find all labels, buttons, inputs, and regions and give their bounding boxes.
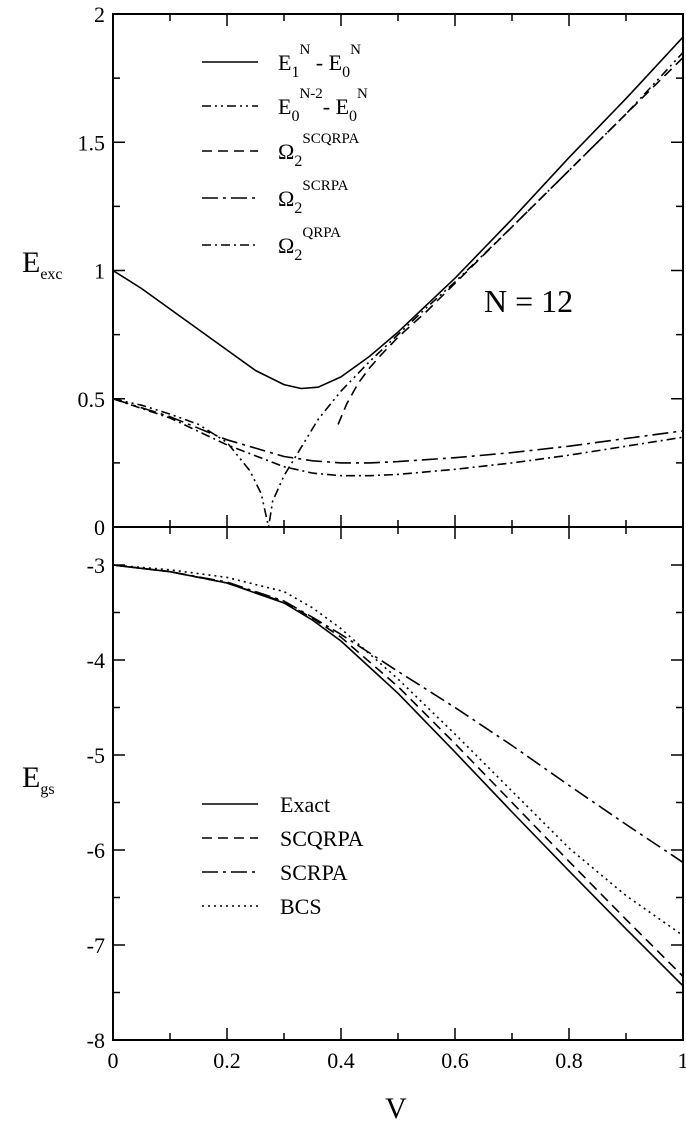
y-tick-label: 2 <box>94 2 105 27</box>
series-omega2_scqrpa <box>337 57 683 425</box>
y-tick-label: 0 <box>94 515 105 540</box>
x-tick-label: 0.2 <box>213 1048 241 1073</box>
y-tick-label: -5 <box>87 743 105 768</box>
legend-label-omega2_qrpa: Ω2QRPA <box>278 225 341 264</box>
series-scrpa <box>113 564 683 864</box>
legend-label-bcs: BCS <box>280 894 322 919</box>
x-axis-label: V <box>385 1092 407 1125</box>
series-exact <box>113 564 683 987</box>
x-tick-label: 0.4 <box>327 1048 355 1073</box>
y-tick-label: -3 <box>87 553 105 578</box>
legend-label-removal_energy: E0N-2- E0N <box>278 86 368 125</box>
legend-label-scqrpa: SCQRPA <box>280 826 364 851</box>
legend-label-omega2_scrpa: Ω2SCRPA <box>278 178 349 217</box>
bottom-panel: -8 -7 -6 -5 -4 -3 0 0.2 0.4 0.6 0.8 1 Egs Exact SCQRPA… <box>22 526 686 1073</box>
legend-label-exact_excitation: E1N - E0N <box>278 42 361 81</box>
y-tick-label: 1 <box>94 259 105 284</box>
y-tick-label: -7 <box>87 933 105 958</box>
top-panel: 0 0.5 1 1.5 2 Eexc E1N - E0N E0N-2- E0N Ω2SCQRPA… <box>22 2 684 540</box>
series-omega2_scrpa <box>113 398 683 464</box>
y-tick-label: -6 <box>87 838 105 863</box>
y-axis-label: Egs <box>22 761 55 798</box>
plot-frame <box>112 526 684 1041</box>
series-scqrpa <box>113 564 683 977</box>
annotation-n: N = 12 <box>484 283 573 319</box>
series-exact_excitation <box>113 36 683 390</box>
x-tick-label: 0.6 <box>441 1048 469 1073</box>
y-axis-label: Eexc <box>22 246 63 283</box>
legend-label-scrpa: SCRPA <box>280 860 348 885</box>
legend-label-exact: Exact <box>280 792 330 817</box>
y-tick-label: -4 <box>87 648 105 673</box>
y-tick-label: -8 <box>87 1028 105 1053</box>
series-removal_energy <box>113 51 683 527</box>
x-tick-label: 0.8 <box>555 1048 583 1073</box>
legend-label-omega2_scqrpa: Ω2SCQRPA <box>278 131 360 170</box>
x-tick-label: 1 <box>678 1048 686 1073</box>
series-omega2_qrpa <box>113 398 683 477</box>
x-tick-label: 0 <box>108 1048 119 1073</box>
series-bcs <box>113 564 683 937</box>
y-tick-label: 0.5 <box>78 387 106 412</box>
y-tick-label: 1.5 <box>78 130 106 155</box>
